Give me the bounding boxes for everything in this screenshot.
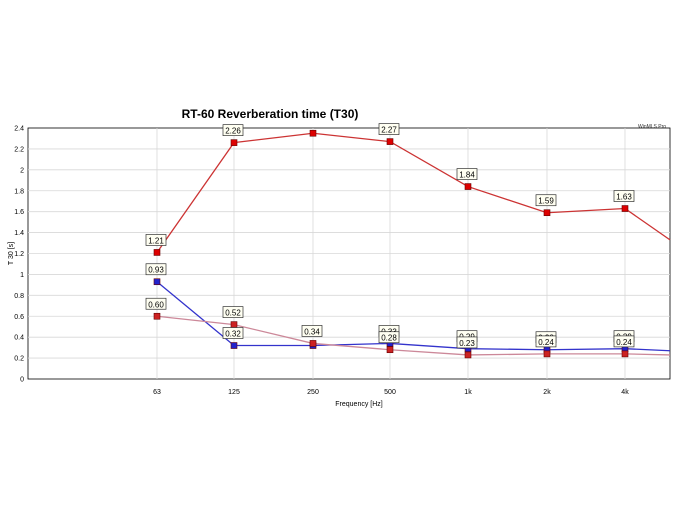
series-3-marker (464, 351, 472, 359)
series-1-marker (309, 129, 317, 137)
series-2-marker (153, 278, 161, 286)
series-1-marker (621, 205, 629, 212)
series-3-marker (153, 312, 161, 320)
y-tick-label: 0.8 (14, 293, 24, 300)
data-label-box (535, 194, 557, 207)
x-tick-label: 250 (307, 389, 319, 396)
y-axis-label: T 30 [s] (8, 242, 15, 265)
series-3-marker (621, 350, 629, 358)
x-tick-label: 500 (384, 389, 396, 396)
data-label: 0.28 (381, 334, 397, 343)
data-label-box (222, 124, 244, 136)
y-tick-label: 1.4 (14, 230, 24, 237)
data-label: 0.34 (304, 327, 320, 336)
series-3-marker (309, 340, 317, 347)
x-axis-label: Frequency [Hz] (335, 401, 383, 408)
x-tick-label: 63 (153, 389, 161, 396)
series-2-marker (230, 342, 238, 349)
y-tick-label: 1.8 (14, 188, 24, 195)
data-label: 1.21 (148, 236, 164, 245)
y-tick-label: 0 (20, 377, 24, 384)
data-label: 0.32 (225, 330, 241, 339)
data-label: 0.52 (225, 309, 241, 318)
series-1-marker (543, 209, 551, 217)
data-label: 0.93 (148, 266, 164, 275)
x-tick-label: 4k (621, 389, 629, 396)
data-label: 1.84 (459, 171, 475, 180)
y-tick-label: 2.2 (14, 146, 24, 153)
y-tick-label: 0.4 (14, 335, 24, 342)
data-label: 0.24 (538, 338, 554, 347)
series-line-1 (156, 132, 671, 253)
data-label: 0.23 (459, 339, 475, 348)
data-label-box (222, 327, 244, 339)
y-tick-label: 1 (20, 272, 24, 279)
data-label: 1.63 (616, 193, 632, 202)
data-label-box (222, 306, 244, 318)
data-label-box (613, 335, 635, 348)
y-tick-label: 0.2 (14, 356, 24, 363)
data-label: 2.26 (225, 127, 241, 136)
chart-title: RT-60 Reverberation time (T30) (181, 107, 359, 121)
data-label-box (145, 234, 167, 246)
series-line-3 (156, 315, 671, 356)
data-label-box (456, 168, 478, 180)
series-3-marker (230, 321, 238, 328)
y-tick-label: 2.4 (14, 126, 24, 133)
y-tick-label: 1.6 (14, 209, 24, 216)
series-1-marker (153, 249, 161, 256)
series-3-marker (386, 346, 394, 354)
data-label-box (535, 335, 557, 348)
y-tick-label: 0.6 (14, 314, 24, 321)
data-label-box (456, 336, 478, 349)
watermark: WinMLS Pro (638, 124, 667, 130)
x-tick-label: 125 (228, 389, 240, 396)
series-1-marker (230, 139, 238, 146)
series-line-2 (156, 281, 671, 352)
data-label: 2.27 (381, 126, 397, 135)
series-1-marker (464, 183, 472, 190)
data-label: 0.60 (148, 300, 164, 309)
series-3-marker (543, 350, 551, 358)
x-tick-label: 2k (543, 389, 551, 396)
data-label-box (301, 325, 323, 337)
data-label: 1.59 (538, 197, 554, 206)
data-label: 0.24 (616, 338, 632, 347)
data-label-box (378, 331, 400, 344)
y-tick-label: 2 (20, 167, 24, 174)
data-label-box (145, 263, 167, 276)
x-tick-label: 1k (464, 389, 472, 396)
data-label-box (378, 123, 400, 135)
y-tick-label: 1.2 (14, 251, 24, 258)
data-label-box (613, 190, 635, 202)
series-1-marker (386, 138, 394, 145)
data-label-box (145, 297, 167, 310)
